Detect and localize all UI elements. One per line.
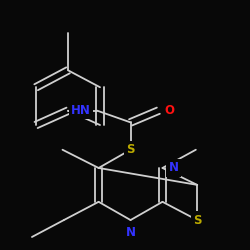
- Text: N: N: [168, 162, 178, 174]
- Text: S: S: [193, 214, 202, 226]
- Text: S: S: [126, 143, 135, 156]
- Text: N: N: [126, 226, 136, 239]
- Text: O: O: [164, 104, 174, 117]
- Text: HN: HN: [71, 104, 91, 117]
